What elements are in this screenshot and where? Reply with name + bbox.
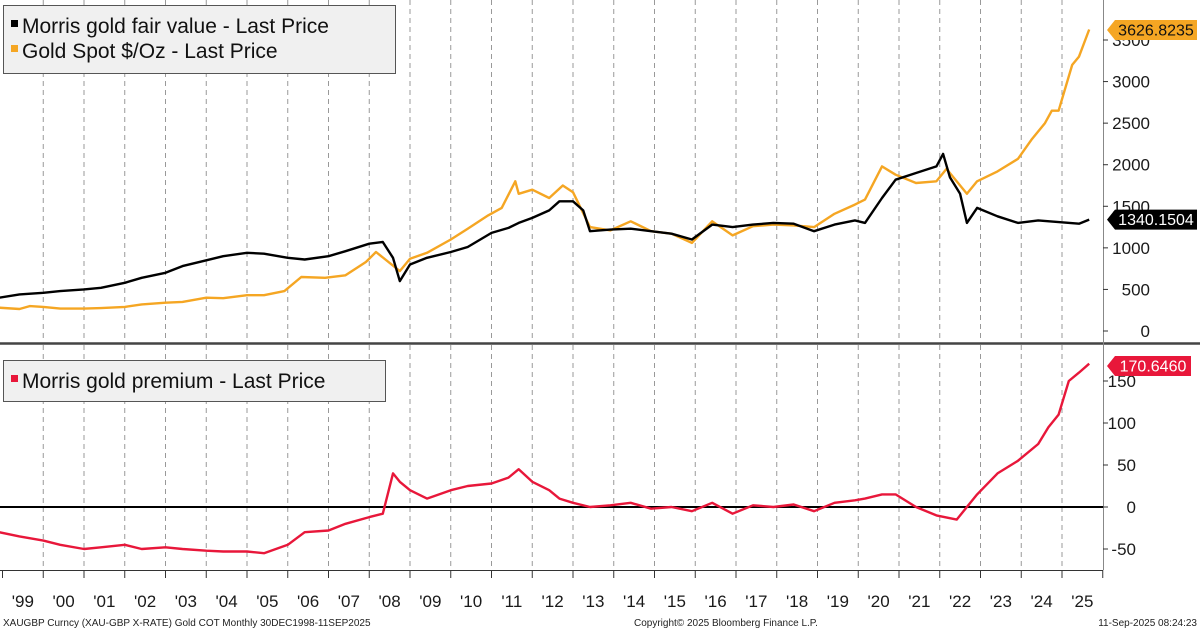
bottom-panel-series [0, 362, 1090, 555]
xtick-label: '11 [501, 592, 522, 611]
top-ytick-label: 3000 [1112, 73, 1150, 92]
top-ytick-label: 500 [1122, 280, 1150, 299]
xtick-label: '00 [53, 592, 75, 611]
bottom-ytick-label: 150 [1108, 372, 1136, 391]
xtick-label: '25 [1071, 592, 1093, 611]
last-value-tag-gold-spot-text: 3626.8235 [1118, 23, 1194, 40]
xtick-label: '05 [256, 592, 278, 611]
series-line-gold-spot [0, 29, 1091, 311]
last-value-tag-premium-bg [1107, 356, 1191, 376]
top-panel-series [0, 29, 1091, 311]
xtick-label: '23 [990, 592, 1012, 611]
xtick-label: '16 [705, 592, 727, 611]
xtick-label: '08 [379, 592, 401, 611]
bottom-ytick-label: 100 [1108, 414, 1136, 433]
xtick-label: '09 [419, 592, 441, 611]
legend-label-premium: Morris gold premium - Last Price [22, 370, 325, 393]
xtick-label: '14 [623, 592, 645, 611]
top-ytick-label: 0 [1141, 322, 1150, 341]
footer-source: XAUGBP Curncy (XAU-GBP X-RATE) Gold COT … [3, 618, 371, 629]
bottom-legend: Morris gold premium - Last Price [3, 360, 386, 402]
xtick-label: '19 [827, 592, 849, 611]
bottom-ytick-label: 50 [1117, 456, 1136, 475]
last-value-tag-fair-value: 1340.1504 [1107, 209, 1197, 230]
xtick-label: '06 [297, 592, 319, 611]
legend-swatch-premium [11, 375, 18, 382]
xtick-label: '07 [338, 592, 360, 611]
last-value-tag-premium-text: 170.6460 [1120, 359, 1187, 376]
xtick-label: '20 [868, 592, 890, 611]
last-value-tag-premium: 170.6460 [1107, 356, 1191, 376]
top-legend-box [3, 5, 396, 74]
xtick-label: '03 [175, 592, 197, 611]
last-value-tag-gold-spot: 3626.8235 [1107, 20, 1197, 40]
xtick-label: '15 [664, 592, 686, 611]
footer-timestamp: 11-Sep-2025 08:24:23 [1098, 618, 1197, 629]
xtick-label: '02 [134, 592, 156, 611]
top-ytick-label: 1000 [1112, 239, 1150, 258]
xtick-label: '21 [908, 592, 930, 611]
xtick-label: '12 [542, 592, 564, 611]
xtick-label: '24 [1031, 592, 1053, 611]
xtick-label: '99 [12, 592, 34, 611]
bottom-legend-box [3, 360, 386, 402]
legend-swatch-fair-value [11, 20, 18, 27]
series-line-premium [0, 362, 1090, 555]
last-value-tag-fair-value-bg [1107, 209, 1197, 230]
bottom-panel-y-axis: -50 0 50 100 150 [1103, 372, 1136, 559]
xtick-label: '18 [786, 592, 808, 611]
footer-copyright: Copyright© 2025 Bloomberg Finance L.P. [634, 618, 818, 629]
x-axis: '99 '00 '01 '02 '03 '04 '05 '06 '07 '08 '09 '10 '11 '… [2, 570, 1104, 611]
bottom-ytick-label: 0 [1127, 498, 1136, 517]
legend-label-gold-spot: Gold Spot $/Oz - Last Price [22, 40, 278, 63]
legend-label-fair-value: Morris gold fair value - Last Price [22, 15, 329, 38]
xtick-label: '22 [949, 592, 971, 611]
series-line-fair-value [0, 152, 1090, 299]
xtick-label: '04 [216, 592, 238, 611]
xtick-label: '17 [745, 592, 767, 611]
last-value-tag-fair-value-text: 1340.1504 [1118, 212, 1194, 229]
last-value-tag-gold-spot-bg [1107, 20, 1197, 40]
top-legend: Morris gold fair value - Last Price Gold… [3, 5, 396, 74]
last-value-tags: 3626.8235 1340.1504 170.6460 [1107, 20, 1197, 376]
legend-swatch-gold-spot [11, 45, 18, 52]
bottom-ytick-label: -50 [1111, 540, 1136, 559]
top-ytick-label: 2500 [1112, 114, 1150, 133]
xtick-label: '13 [582, 592, 604, 611]
top-ytick-label: 2000 [1112, 156, 1150, 175]
xtick-label: '01 [93, 592, 115, 611]
xtick-label: '10 [460, 592, 482, 611]
